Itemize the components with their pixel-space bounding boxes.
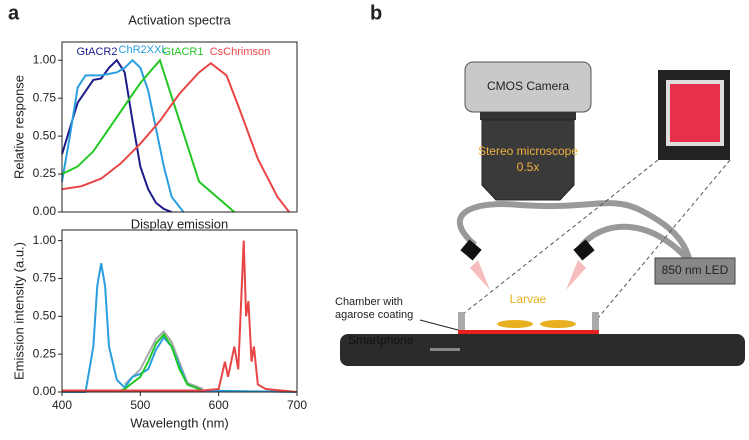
chart-title: Display emission xyxy=(131,216,229,231)
magnification-label: 0.5x xyxy=(517,160,540,174)
chamber-label: agarose coating xyxy=(335,309,413,321)
phone-label: Smartphone xyxy=(348,333,414,347)
x-tick-label: 700 xyxy=(287,398,307,412)
legend-label: CsChrimson xyxy=(210,46,271,58)
y-tick-label: 0.00 xyxy=(33,384,57,398)
y-tick-label: 0.00 xyxy=(33,204,57,218)
series-line xyxy=(61,58,185,213)
agarose xyxy=(458,330,599,334)
larva xyxy=(540,320,576,328)
chart-title: Activation spectra xyxy=(128,12,231,27)
series-line xyxy=(62,263,298,393)
series-line xyxy=(62,240,298,393)
arrow xyxy=(419,319,459,331)
y-tick-label: 1.00 xyxy=(33,233,57,247)
diagram: CMOS Camera Stereo microscope 0.5x 850 n… xyxy=(335,61,745,366)
led-head xyxy=(573,239,595,261)
microscope xyxy=(481,119,575,201)
light xyxy=(566,260,586,290)
mount xyxy=(480,112,576,120)
y-axis-label: Emission intensity (a.u.) xyxy=(11,242,26,380)
led-label: 850 nm LED xyxy=(662,263,729,277)
plot-frame xyxy=(61,229,298,393)
panel-label: b xyxy=(370,2,382,24)
series-line xyxy=(61,58,235,213)
legend-label: ChR2XXL xyxy=(119,44,168,56)
microscope-label: Stereo microscope xyxy=(478,144,578,158)
larva xyxy=(497,320,533,328)
series-line xyxy=(61,61,290,213)
cable xyxy=(577,223,693,264)
led-head xyxy=(460,239,482,261)
led-box xyxy=(654,257,736,285)
legend-label: GtACR1 xyxy=(163,46,204,58)
series-line xyxy=(116,332,204,393)
y-tick-label: 0.75 xyxy=(33,90,57,104)
camera-label: CMOS Camera xyxy=(487,79,569,93)
chamber-label: Chamber with xyxy=(335,296,403,308)
panel-label: a xyxy=(8,2,20,24)
legend-label: GtACR2 xyxy=(77,46,118,58)
larvae-label: Larvae xyxy=(510,292,547,306)
phone-button xyxy=(430,348,460,351)
y-tick-label: 0.50 xyxy=(33,128,57,142)
light xyxy=(470,260,490,290)
x-tick-label: 400 xyxy=(52,398,72,412)
y-axis-label: Relative response xyxy=(11,75,26,179)
y-tick-label: 0.25 xyxy=(33,346,57,360)
x-axis-label: Wavelength (nm) xyxy=(130,415,229,430)
dash xyxy=(597,159,731,319)
x-tick-label: 500 xyxy=(130,398,150,412)
y-tick-label: 0.75 xyxy=(33,271,57,285)
series-line xyxy=(61,58,173,213)
cable xyxy=(457,200,693,263)
x-tick-label: 600 xyxy=(209,398,229,412)
y-tick-label: 0.25 xyxy=(33,166,57,180)
y-tick-label: 0.50 xyxy=(33,308,57,322)
chamber-wall xyxy=(458,312,465,334)
chamber-wall xyxy=(592,312,599,334)
phone xyxy=(340,334,745,366)
y-tick-label: 1.00 xyxy=(33,52,57,66)
photo-chamber xyxy=(666,80,724,146)
plot-frame xyxy=(61,41,298,213)
dash xyxy=(457,159,659,319)
